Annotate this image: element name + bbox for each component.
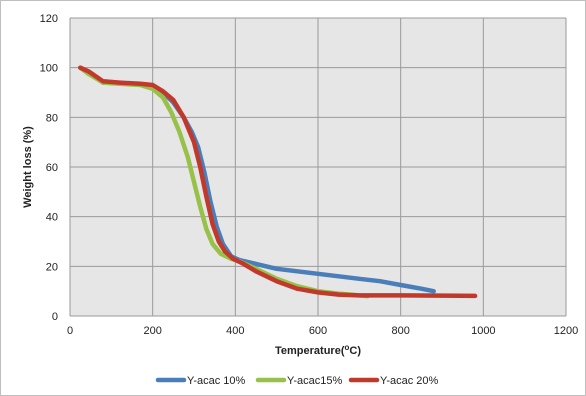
x-axis-title-degree: o (344, 343, 349, 352)
gridlines (69, 17, 567, 317)
x-tick-label: 600 (309, 325, 327, 337)
y-tick-label: 120 (40, 13, 58, 25)
y-tick-label: 100 (40, 63, 58, 75)
x-tick-label: 0 (67, 325, 73, 337)
x-axis-title-main: Temperature( (275, 345, 345, 357)
x-axis-title-unit: C) (349, 345, 361, 357)
x-tick-label: 1000 (471, 325, 495, 337)
legend: Y-acac 10% Y-acac15% Y-acac 20% (155, 375, 439, 387)
x-tick-labels: 0 200 400 600 800 1000 1200 (67, 325, 578, 337)
legend-label-1: Y-acac 10% (187, 375, 246, 387)
y-tick-label: 20 (46, 261, 58, 273)
y-axis-title: Weight loss (%) (22, 126, 34, 208)
legend-label-2: Y-acac15% (287, 375, 342, 387)
y-tick-label: 0 (52, 311, 58, 323)
x-tick-label: 800 (391, 325, 409, 337)
y-tick-label: 80 (46, 112, 58, 124)
x-tick-label: 200 (143, 325, 161, 337)
x-axis-title: Temperature(oC) (275, 343, 361, 358)
y-tick-label: 60 (46, 162, 58, 174)
y-tick-labels: 0 20 40 60 80 100 120 (40, 13, 58, 323)
x-tick-label: 1200 (554, 325, 578, 337)
x-tick-label: 400 (226, 325, 244, 337)
y-tick-label: 40 (46, 212, 58, 224)
legend-label-3: Y-acac 20% (380, 375, 439, 387)
series-lines (78, 65, 478, 299)
series-line-3 (78, 65, 478, 299)
